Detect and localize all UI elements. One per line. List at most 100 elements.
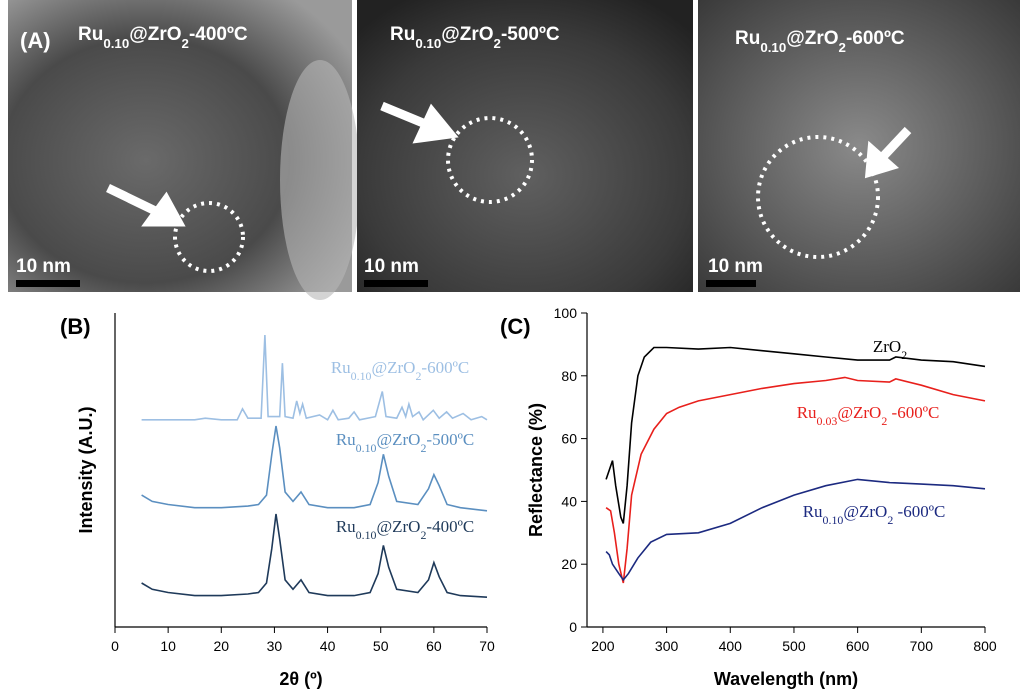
label-part: 0.10 [823,513,844,527]
series-label: Ru0.10@ZrO2 -600ºC [803,502,946,527]
label-part: 2 [901,348,907,362]
label-part: 2 [881,414,887,428]
x-tick-label: 400 [719,638,743,654]
label-part: Ru [390,24,415,45]
label-part: Ru [336,517,356,536]
tem-images [8,0,1020,300]
label-part: Ru [336,430,356,449]
y-tick-label: 80 [561,368,577,384]
series-label: Ru0.10@ZrO2-600ºC [331,358,469,383]
label-part: -400ºC [426,517,474,536]
series-line [605,346,986,524]
arrow [864,126,912,179]
image-label: Ru0.10@ZrO2-500ºC [390,24,560,51]
y-tick-label: 0 [569,619,577,635]
label-part: 0.10 [356,528,377,542]
label-part: Ru [803,502,823,521]
arrow [106,183,186,227]
x-tick-label: 50 [373,638,389,654]
label-part: -600ºC [846,28,905,49]
scale-bar [706,280,756,287]
scale-bar [364,280,428,287]
label-part: Ru [735,28,760,49]
x-tick-label: 700 [910,638,934,654]
label-part: 2 [420,528,426,542]
x-tick-label: 30 [267,638,283,654]
label-part: 0.10 [356,441,377,455]
label-part: -600ºC [421,358,469,377]
series-label: Ru0.10@ZrO2-500ºC [336,430,474,455]
label-part: @ZrO [371,358,415,377]
scale-bar-label: 10 nm [364,256,419,277]
series-label: ZrO2 [873,337,907,362]
x-tick-label: 70 [479,638,495,654]
series-line [605,478,986,582]
label-part: @ZrO [441,24,493,45]
arrow [380,101,459,144]
highlight-circle [756,135,880,259]
label-part: ZrO [873,337,901,356]
background [280,60,360,300]
x-tick-label: 500 [782,638,806,654]
label-part: 2 [420,441,426,455]
label-part: 0.10 [103,36,129,51]
x-tick-label: 200 [591,638,615,654]
x-tick-label: 0 [111,638,119,654]
panel-label: (C) [500,314,531,339]
label-part: @ZrO [376,430,420,449]
label-part: -400ºC [189,24,248,45]
x-tick-label: 40 [320,638,336,654]
label-part: @ZrO [786,28,838,49]
label-part: @ZrO [837,403,881,422]
image-label: Ru0.10@ZrO2-600ºC [735,28,905,55]
x-tick-label: 300 [655,638,679,654]
y-tick-label: 100 [554,305,578,321]
x-tick-label: 20 [213,638,229,654]
y-tick-label: 60 [561,431,577,447]
label-part: -500ºC [426,430,474,449]
highlight-circle [446,116,534,204]
tem-image [357,0,693,292]
label-part: 0.03 [817,414,838,428]
label-part: -500ºC [501,24,560,45]
panel-label: (A) [20,28,51,53]
x-tick-label: 10 [160,638,176,654]
y-axis-title: Intensity (A.U.) [76,406,96,533]
label-part: -600ºC [893,502,945,521]
label-part: Ru [78,24,103,45]
label-part: 2 [415,369,421,383]
x-tick-label: 60 [426,638,442,654]
label-part: Ru [331,358,351,377]
y-tick-label: 20 [561,556,577,572]
series-line [141,334,488,422]
x-axis-title: Wavelength (nm) [714,669,858,689]
label-part: 0.10 [760,40,786,55]
label-part: 2 [839,40,846,55]
label-part: @ZrO [376,517,420,536]
x-tick-label: 600 [846,638,870,654]
label-part: 0.10 [415,36,441,51]
series-line [141,425,488,512]
label-part: @ZrO [129,24,181,45]
x-tick-label: 800 [973,638,997,654]
label-part: 0.10 [351,369,372,383]
series-label: Ru0.03@ZrO2 -600ºC [797,403,940,428]
panel-label: (B) [60,314,91,339]
label-part: -600ºC [887,403,939,422]
label-part: Ru [797,403,817,422]
label-part: 2 [494,36,501,51]
scale-bar-label: 10 nm [16,256,71,277]
scale-bar-label: 10 nm [708,256,763,277]
y-axis-title: Reflectance (%) [526,403,546,537]
image-label: Ru0.10@ZrO2-400ºC [78,24,248,51]
highlight-circle [173,201,245,273]
y-tick-label: 40 [561,493,577,509]
label-part: 2 [887,513,893,527]
label-part: 2 [182,36,189,51]
series-line [141,513,488,598]
x-axis-title: 2θ (º) [279,669,322,689]
label-part: @ZrO [843,502,887,521]
series-label: Ru0.10@ZrO2-400ºC [336,517,474,542]
